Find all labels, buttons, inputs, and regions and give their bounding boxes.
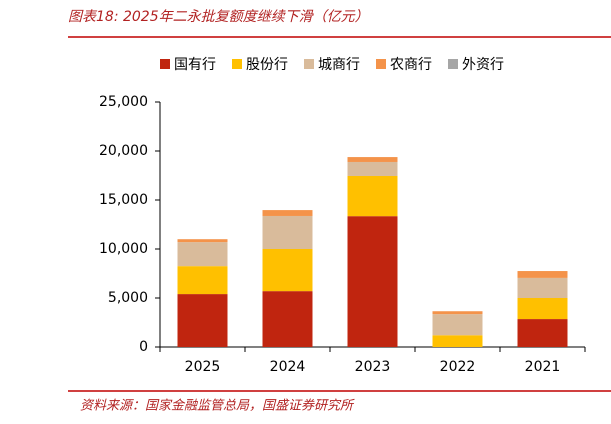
x-tick-label: 2024 (270, 359, 306, 375)
bar-segment (177, 294, 228, 347)
bar-segment (177, 239, 228, 243)
bar-segment (517, 271, 568, 278)
legend-swatch (232, 59, 242, 69)
y-tick-label: 5,000 (108, 290, 148, 306)
y-tick-label: 20,000 (99, 143, 148, 159)
source-note: 资料来源：国家金融监管总局，国盛证券研究所 (80, 398, 355, 414)
bar-segment (347, 175, 398, 217)
bar-segment (517, 319, 568, 347)
legend-label: 国有行 (174, 57, 216, 73)
x-tick-label: 2025 (185, 359, 221, 375)
x-tick-label: 2021 (525, 359, 561, 375)
bar-segment (177, 266, 228, 295)
y-tick-label: 15,000 (99, 192, 148, 208)
bar-segment (432, 335, 483, 347)
bar-segment (262, 249, 313, 292)
bar-segment (177, 242, 228, 267)
legend-swatch (160, 59, 170, 69)
bar-segment (347, 157, 398, 162)
bar-segment (262, 210, 313, 216)
chart-title: 图表18: 2025年二永批复额度继续下滑（亿元） (68, 9, 369, 25)
bar-segment (347, 161, 398, 176)
bar-segment (262, 215, 313, 249)
y-tick-label: 0 (139, 339, 148, 355)
bar-segment (262, 291, 313, 347)
legend-label: 城商行 (318, 57, 360, 73)
x-tick-label: 2023 (355, 359, 391, 375)
legend-swatch (376, 59, 386, 69)
legend-label: 股份行 (246, 57, 288, 73)
legend-label: 外资行 (462, 57, 504, 73)
bar-segment (432, 314, 483, 336)
x-tick-label: 2022 (440, 359, 476, 375)
legend-swatch (448, 59, 458, 69)
legend-label: 农商行 (390, 57, 432, 73)
bar-segment (432, 311, 483, 315)
bar-segment (517, 298, 568, 320)
legend-swatch (304, 59, 314, 69)
y-tick-label: 10,000 (99, 241, 148, 257)
bar-segment (347, 216, 398, 347)
bar-segment (517, 277, 568, 298)
y-tick-label: 25,000 (99, 94, 148, 110)
